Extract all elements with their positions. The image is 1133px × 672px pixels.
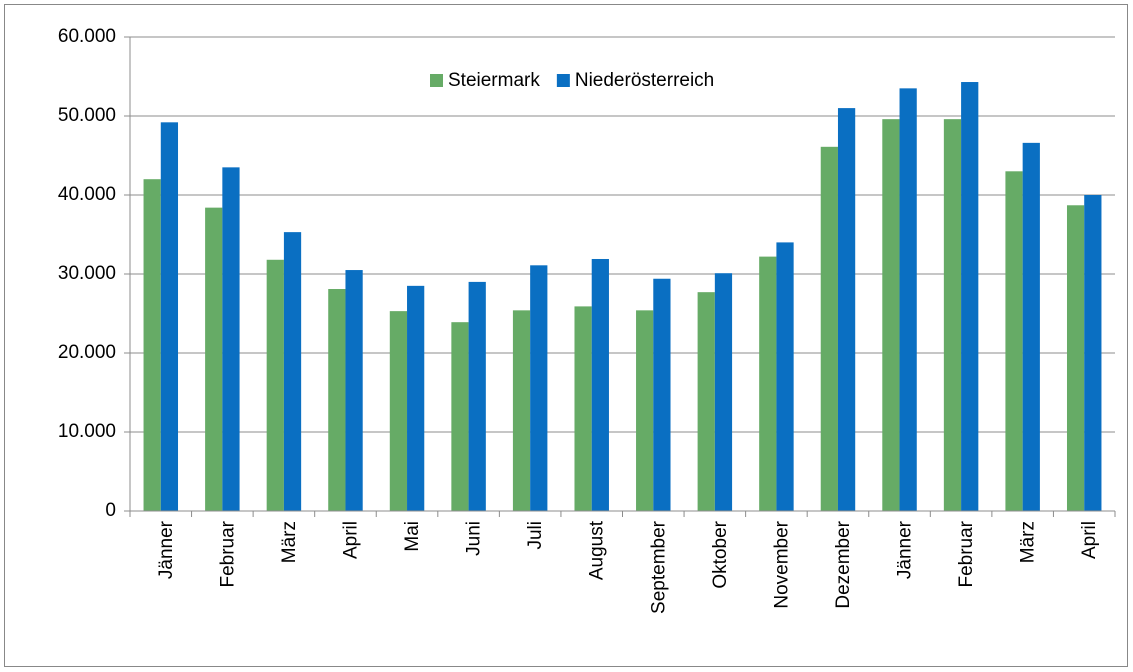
bar [328, 289, 346, 511]
x-tick-label: Februar [956, 520, 977, 587]
bar [160, 122, 179, 511]
bar [512, 310, 531, 511]
y-tick-label: 50.000 [58, 105, 116, 126]
x-tick-label: Oktober [710, 520, 731, 588]
x-tick-label: November [771, 520, 792, 608]
y-tick-label: 20.000 [58, 342, 116, 363]
bar [1066, 205, 1085, 511]
bar [697, 292, 715, 511]
bar [468, 281, 486, 511]
bar [714, 273, 733, 511]
bar [283, 232, 302, 511]
x-tick-label: April [1079, 521, 1100, 559]
x-tick-label: Jänner [895, 520, 916, 579]
bar [345, 270, 363, 511]
x-tick-label: Juni [464, 521, 485, 556]
bar [837, 108, 856, 511]
bar [899, 88, 917, 511]
bar [222, 167, 240, 511]
y-tick-label: 30.000 [58, 263, 116, 284]
bar [636, 310, 654, 511]
bar [1084, 195, 1102, 511]
bar [943, 119, 962, 511]
x-tick-label: September [648, 520, 669, 614]
y-tick-label: 0 [105, 500, 116, 521]
bar [205, 207, 223, 511]
x-tick-label: Dezember [833, 520, 854, 608]
x-tick-label: März [279, 521, 300, 563]
bar [266, 259, 284, 511]
chart-frame [4, 4, 1128, 667]
bar [882, 119, 900, 511]
x-tick-label: März [1018, 521, 1039, 563]
bar [143, 179, 161, 511]
bar [451, 322, 469, 511]
legend-label: Steiermark [448, 70, 540, 91]
bar [653, 278, 671, 511]
bar [1022, 142, 1040, 512]
bar [961, 82, 979, 511]
legend-swatch [430, 74, 443, 87]
bar [776, 242, 794, 511]
bar [759, 256, 777, 511]
x-tick-label: Mai [402, 521, 423, 552]
bar [407, 285, 425, 511]
bar [530, 265, 548, 511]
legend-swatch [556, 74, 570, 87]
bar [389, 311, 408, 511]
x-tick-label: Februar [217, 520, 238, 587]
x-tick-label: Juli [525, 521, 546, 550]
x-tick-label: April [340, 521, 361, 559]
bar [820, 146, 838, 511]
y-tick-label: 40.000 [58, 184, 116, 205]
bar [1005, 171, 1023, 512]
bar [591, 258, 609, 511]
legend-label: Niederösterreich [575, 70, 714, 91]
y-tick-label: 10.000 [58, 421, 116, 442]
x-tick-label: Jänner [156, 520, 177, 579]
bar [574, 306, 592, 511]
y-tick-label: 60.000 [58, 26, 116, 47]
x-tick-label: August [587, 520, 608, 580]
